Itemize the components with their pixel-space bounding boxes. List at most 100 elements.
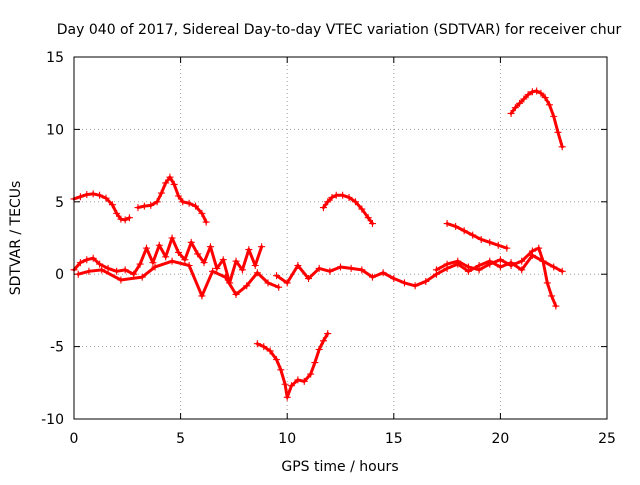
data-trace-segment <box>445 262 460 270</box>
data-trace-segment <box>245 271 259 288</box>
series-arc-9 <box>273 251 566 290</box>
series-arc-4 <box>443 220 511 252</box>
data-trace-segment <box>123 268 136 276</box>
data-trace-segment <box>556 130 564 149</box>
data-trace-segment <box>144 246 155 265</box>
data-trace-segment <box>170 236 180 254</box>
data-trace-segment <box>381 271 396 281</box>
data-trace-segment <box>434 266 449 276</box>
data-point <box>275 283 283 291</box>
x-tick-label: 25 <box>598 431 616 447</box>
data-trace-segment <box>413 279 428 288</box>
y-axis-title: SDTVAR / TECUs <box>8 181 24 296</box>
data-trace-segment <box>100 268 123 282</box>
label-layer: 0 5 10 15 20 25 -10 -5 0 5 10 15 <box>41 50 616 447</box>
data-trace-segment <box>240 248 251 272</box>
data-trace-segment <box>520 249 534 263</box>
data-trace-segment <box>151 243 161 265</box>
data-trace-segment <box>255 271 270 285</box>
data-trace-segment <box>157 243 168 259</box>
data-trace-segment <box>537 246 545 263</box>
y-tick-label: 10 <box>46 122 64 138</box>
data-trace-segment <box>98 262 110 270</box>
data-trace-segment <box>172 182 180 198</box>
data-trace-segment <box>392 277 406 285</box>
x-tick-label: 15 <box>385 431 403 447</box>
x-tick-label: 10 <box>278 431 296 447</box>
data-trace-segment <box>360 268 374 279</box>
data-trace-segment <box>253 245 264 268</box>
data-trace-segment <box>189 240 200 256</box>
data-trace-segment <box>208 245 219 270</box>
data-trace-segment <box>360 207 370 220</box>
x-tick-label: 5 <box>176 431 185 447</box>
data-trace-segment <box>200 211 208 224</box>
data-point <box>368 220 376 228</box>
data-trace-segment <box>202 245 212 265</box>
data-trace-segment <box>221 258 232 285</box>
mark-layer <box>70 87 566 401</box>
data-trace-segment <box>550 294 558 308</box>
data-trace-segment <box>296 264 311 281</box>
data-point <box>558 267 566 275</box>
plot-frame <box>73 56 608 420</box>
data-trace-segment <box>302 372 313 383</box>
data-point <box>202 218 210 226</box>
data-trace-segment <box>552 265 564 273</box>
data-trace-segment <box>309 361 317 376</box>
data-trace-segment <box>159 181 168 195</box>
data-trace-segment <box>234 284 249 296</box>
y-tick-label: -10 <box>41 412 64 428</box>
y-tick-label: -5 <box>50 340 64 356</box>
x-tick-label: 20 <box>491 431 509 447</box>
data-trace-segment <box>138 246 148 266</box>
data-trace-segment <box>187 264 204 298</box>
data-trace-segment <box>200 269 215 298</box>
chart-title: Day 040 of 2017, Sidereal Day-to-day VTE… <box>57 22 622 38</box>
data-trace-segment <box>196 252 206 265</box>
data-trace-segment <box>285 264 300 285</box>
data-trace-segment <box>434 262 449 272</box>
data-trace-segment <box>194 204 204 215</box>
data-trace-segment <box>275 274 289 285</box>
data-trace-segment <box>471 233 483 241</box>
data-trace-segment <box>140 265 157 279</box>
grid-layer <box>74 57 607 419</box>
series-arc-2 <box>134 173 210 226</box>
data-trace-segment <box>456 259 470 269</box>
data-point <box>125 214 133 222</box>
data-trace-segment <box>462 229 475 237</box>
data-trace-segment <box>547 103 556 118</box>
data-trace-segment <box>110 203 119 215</box>
data-trace-segment <box>132 262 142 276</box>
series-arc-5 <box>507 87 566 151</box>
series-arc-1 <box>70 190 133 224</box>
data-trace-segment <box>279 368 287 386</box>
data-trace-segment <box>454 224 466 233</box>
data-trace-segment <box>424 272 438 283</box>
series-arc-7 <box>70 234 266 287</box>
data-trace-segment <box>509 259 524 268</box>
data-trace-segment <box>170 259 191 268</box>
data-trace-segment <box>541 259 556 269</box>
data-trace-segment <box>104 196 114 207</box>
data-trace-segment <box>183 240 193 262</box>
x-axis-title: GPS time / hours <box>281 459 398 475</box>
data-trace-segment <box>317 339 325 351</box>
data-trace-segment <box>164 236 174 259</box>
data-trace-segment <box>211 269 227 279</box>
data-trace-segment <box>285 384 293 399</box>
data-trace-segment <box>541 259 549 285</box>
data-trace-segment <box>313 347 321 365</box>
data-trace-segment <box>119 275 144 282</box>
series-arc-6 <box>253 330 332 401</box>
data-trace-segment <box>488 258 502 266</box>
data-trace-segment <box>223 275 238 296</box>
data-trace-segment <box>72 261 82 272</box>
data-trace-segment <box>477 262 492 272</box>
y-tick-label: 15 <box>46 50 64 66</box>
series-arc-8 <box>74 257 283 300</box>
data-point <box>503 244 511 252</box>
